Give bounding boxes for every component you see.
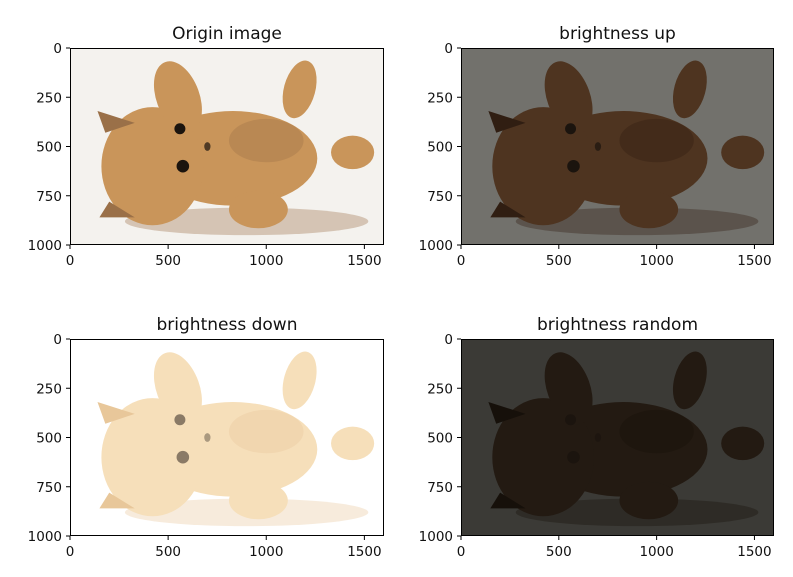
kitten-side-paw [331,426,375,461]
kitten-nose [204,433,211,442]
x-tick-label: 1500 [737,253,771,269]
kitten-fur-shade [619,409,694,454]
x-tick-label: 0 [66,544,75,560]
x-tick-label: 1000 [249,544,283,560]
kitten-eye-upper [174,414,186,426]
y-tick-label: 1000 [28,238,62,254]
kitten-lower-paw [619,190,679,229]
y-tick-label: 1000 [419,529,453,545]
y-tick-label: 500 [36,140,62,156]
x-tick-label: 0 [457,544,466,560]
kitten-ear-left [488,111,526,133]
panel-very-dark: brightness random 0 500 1000 1500 0 250 500 750 1… [419,315,774,560]
kitten-head [492,398,595,517]
x-tick-label: 1500 [347,544,381,560]
x-tick-label: 0 [457,253,466,269]
kitten-side-paw [721,426,765,461]
kitten-fur-shade [228,118,304,163]
kitten-head [492,107,595,226]
kitten-ear-left [97,111,135,133]
x-tick-label: 0 [66,253,75,269]
kitten-eye-upper [174,123,186,135]
y-tick-label: 500 [36,431,62,447]
y-tick-label: 1000 [28,529,62,545]
y-tick-label: 0 [53,41,62,57]
kitten-ear-right [490,201,526,218]
kitten-front-paw [153,352,202,425]
y-tick-label: 750 [427,189,453,205]
kitten-nose [594,433,602,442]
y-tick-label: 750 [36,480,62,496]
x-tick-label: 1500 [347,253,381,269]
axes-frame [70,48,384,245]
x-tick-label: 1500 [737,544,771,560]
y-tick-label: 250 [36,90,62,106]
panel-darker: brightness up 0 500 1000 1500 0 250 500 750 1000 [419,24,774,269]
kitten-eye-upper [565,414,577,426]
kitten-back-paw [282,351,317,410]
kitten-front-paw [544,352,593,425]
y-tick-label: 750 [427,480,453,496]
kitten-eye-lower [176,450,190,464]
x-tick-label: 500 [546,253,572,269]
panel-title: brightness up [559,24,676,44]
y-tick-label: 0 [53,332,62,348]
kitten-ear-right [99,492,135,509]
kitten-back-paw [672,60,707,119]
x-tick-label: 1000 [639,544,673,560]
panel-title: brightness down [157,315,298,335]
axes-frame [461,48,774,245]
axes-frame [461,339,774,536]
y-tick-label: 750 [36,189,62,205]
kitten-front-paw [544,61,593,134]
kitten-front-paw [153,61,202,134]
kitten-ear-left [97,402,135,424]
kitten-head [101,398,204,517]
kitten-eye-lower [567,159,580,173]
y-tick-label: 500 [427,431,453,447]
panel-title: Origin image [172,24,282,44]
x-tick-label: 500 [546,544,572,560]
kitten-eye-upper [565,123,577,135]
kitten-ear-right [490,492,526,509]
kitten-eye-lower [176,159,190,173]
axes-frame [70,339,384,536]
y-tick-label: 250 [36,381,62,397]
kitten-ear-left [488,402,526,424]
y-tick-label: 250 [427,381,453,397]
kitten-side-paw [721,135,765,170]
kitten-fur-shade [228,409,304,454]
y-tick-label: 0 [444,41,453,57]
panel-washed-out: brightness down 0 500 1000 1500 0 250 500 750 100… [28,315,384,560]
kitten-head [101,107,204,226]
x-tick-label: 500 [155,544,181,560]
x-tick-label: 1000 [249,253,283,269]
panel-title: brightness random [537,315,698,335]
kitten-back-paw [282,60,317,119]
x-tick-label: 500 [155,253,181,269]
kitten-back-paw [672,351,707,410]
kitten-side-paw [331,135,375,170]
kitten-lower-paw [228,481,288,520]
kitten-nose [594,142,602,151]
panel-original: Origin image 0 500 1000 1500 0 250 500 750 1000 [28,24,384,269]
y-tick-label: 250 [427,90,453,106]
y-tick-label: 0 [444,332,453,348]
y-tick-label: 1000 [419,238,453,254]
x-tick-label: 1000 [639,253,673,269]
kitten-nose [204,142,211,151]
kitten-ear-right [99,201,135,218]
kitten-lower-paw [228,190,288,229]
kitten-eye-lower [567,450,580,464]
kitten-lower-paw [619,481,679,520]
y-tick-label: 500 [427,140,453,156]
kitten-fur-shade [619,118,694,163]
